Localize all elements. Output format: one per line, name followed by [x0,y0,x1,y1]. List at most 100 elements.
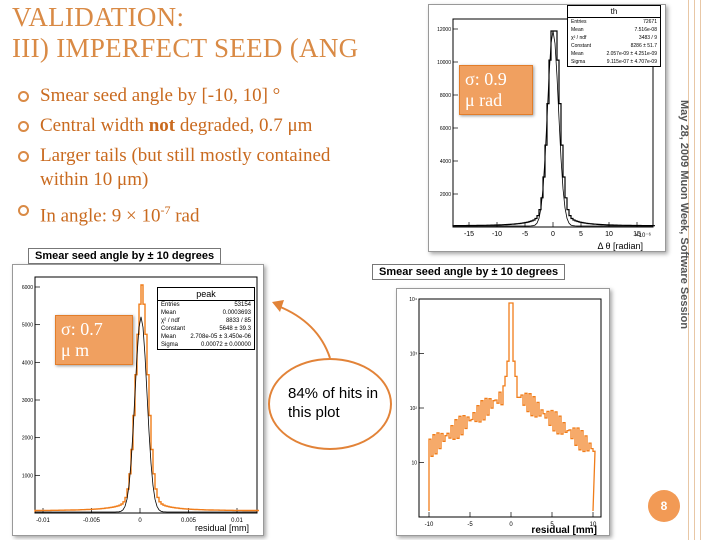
bullet-4: In angle: 9 × 10-7 rad [18,198,418,228]
bullet-1-text: Smear seed angle by [-10, 10] ° [40,85,281,106]
peak-stat-key: Mean [161,310,177,316]
log-histogram-panel: 10 10² 10³ 10⁴ -10 -5 0 5 10 residual [mm] [396,288,610,536]
angle-fit-line [453,30,653,227]
peak-note-line1: σ: 0.7 [61,319,103,339]
peak-x-tick-label: 0 [138,518,142,524]
peak-histogram-panel: 1000 2000 3000 4000 5000 6000 -0.01 -0.005 0 0.0… [12,264,264,536]
log-x-tick-label: -5 [467,522,473,528]
angle-x-tick-label: 5 [579,231,583,238]
peak-x-tick-label: 0.01 [231,518,243,524]
log-x-tick-label: -10 [425,522,434,528]
angle-x-label: Δ θ [radian] [597,241,643,251]
angle-y-tick-label: 2000 [440,192,451,198]
angle-stat-value: 8286 ± 51.7 [630,43,657,49]
peak-y-ticks: 1000 2000 3000 4000 5000 6000 [22,285,40,479]
angle-stat-key: Entries [571,19,587,25]
peak-stat-value: 2.708e-05 ± 3.450e-06 [190,334,251,340]
angle-histogram-panel: 2000 4000 6000 8000 10000 12000 -15 -10 -5 0 5 10 1… [428,4,666,252]
bullet-4-sup: -7 [160,203,171,217]
angle-x-multiplier: ×10⁻⁶ [635,232,651,239]
title-line-1: VALIDATION: [12,2,185,32]
title-line-2: III) IMPERFECT SEED (ANG [12,33,359,63]
angle-x-tick-label: 15 [633,231,641,238]
peak-stat-key: Constant [161,326,186,332]
peak-stat-value: 0.00072 ± 0.00000 [200,342,251,348]
angle-note-line2: μ rad [465,90,503,110]
bullet-dot-icon [18,151,29,162]
bullet-1: Smear seed angle by [-10, 10] ° [18,84,418,108]
log-histogram-line [428,302,596,512]
peak-y-tick-label: 2000 [22,436,33,442]
angle-stat-key: Mean [571,51,584,57]
peak-stat-value: 0.0003693 [222,310,251,316]
log-y-tick-label: 10² [410,406,418,412]
log-plot-title: Smear seed angle by ± 10 degrees [372,264,566,280]
bullet-3-text: Larger tails (but still mostly contained… [40,145,331,190]
angle-stat-key: Mean [571,27,584,33]
callout-arrow [272,300,331,359]
bullet-list: Smear seed angle by [-10, 10] ° Central … [18,84,418,234]
callout-bubble: 84% of hits in this plot [268,358,392,450]
peak-stat-row: Mean 0.0003693 [158,309,254,317]
angle-stat-row: Sigma 9.115e-07 ± 4.707e-09 [568,58,660,66]
angle-stat-value: 3483 / 9 [638,35,657,41]
angle-x-tick-label: -5 [522,231,528,238]
peak-y-tick-label: 4000 [22,360,33,366]
bullet-2-pre: Central width [40,115,149,136]
peak-note-line2: μ m [61,340,90,360]
angle-stat-row: Entries 72671 [568,18,660,26]
peak-stat-row: χ² / ndf 8833 / 85 [158,317,254,325]
peak-stat-row: Sigma 0.00072 ± 0.00000 [158,341,254,349]
angle-stat-row: Mean 2.057e-09 ± 4.251e-09 [568,50,660,58]
peak-x-tick-label: -0.005 [83,518,101,524]
peak-stat-value: 53154 [234,302,251,308]
peak-stats-rows: Entries 53154 Mean 0.0003693 χ² / ndf 8833 / … [158,301,254,349]
bullet-2-bold: not [148,115,176,136]
peak-stat-row: Constant 5648 ± 39.3 [158,325,254,333]
peak-y-tick-label: 5000 [22,323,33,329]
peak-stat-value: 5648 ± 39.3 [219,326,251,332]
peak-stat-row: Mean 2.708e-05 ± 3.450e-06 [158,333,254,341]
angle-stat-value: 9.115e-07 ± 4.707e-09 [606,59,657,65]
bullet-2-post: degraded, 0.7 μm [175,115,313,136]
angle-stat-row: Constant 8286 ± 51.7 [568,42,660,50]
peak-stat-key: χ² / ndf [161,318,180,324]
peak-y-tick-label: 6000 [22,285,33,291]
angle-note-line1: σ: 0.9 [465,69,507,89]
peak-fit-line [35,316,257,513]
log-x-tick-label: 5 [550,522,554,528]
log-x-label: residual [mm] [531,525,597,535]
peak-stat-row: Entries 53154 [158,301,254,309]
bullet-4-post: rad [170,205,200,227]
slide-title: VALIDATION: III) IMPERFECT SEED (ANG [12,2,358,64]
angle-y-tick-label: 10000 [437,60,451,66]
angle-stat-row: χ² / ndf 3483 / 9 [568,34,660,42]
callout-arrow-curve [277,305,331,359]
bullet-dot-icon [18,205,29,216]
angle-x-tick-label: 0 [551,231,555,238]
decor-line-3 [700,0,701,540]
bullet-2: Central width not degraded, 0.7 μm [18,114,418,138]
log-y-ticks: 10 10² 10³ 10⁴ [409,297,424,467]
peak-x-label: residual [mm] [195,523,249,533]
bullet-4-pre: In angle: 9 × 10 [40,205,161,227]
peak-stat-value: 8833 / 85 [225,318,251,324]
peak-x-tick-label: -0.01 [36,518,50,524]
peak-x-tick-label: 0.005 [181,518,197,524]
bullet-dot-icon [18,91,29,102]
log-plot-frame [418,298,602,518]
peak-stats-box: peak Entries 53154 Mean 0.0003693 χ² / ndf 88… [157,287,255,350]
angle-y-tick-label: 12000 [437,27,451,33]
angle-stat-key: χ² / ndf [571,35,587,41]
angle-x-tick-label: 10 [605,231,613,238]
peak-stat-key: Sigma [161,342,179,348]
bullet-3: Larger tails (but still mostly contained… [18,144,360,192]
log-histogram-svg: 10 10² 10³ 10⁴ -10 -5 0 5 10 residual [mm] [409,297,602,536]
log-y-tick-label: 10³ [410,352,418,358]
angle-stats-title: th [568,6,660,18]
angle-x-tick-label: -15 [464,231,474,238]
log-x-ticks: -10 -5 0 5 10 [425,512,597,528]
peak-y-tick-label: 1000 [22,473,33,479]
angle-y-ticks: 2000 4000 6000 8000 10000 12000 [437,27,458,198]
angle-stat-key: Constant [571,43,592,49]
